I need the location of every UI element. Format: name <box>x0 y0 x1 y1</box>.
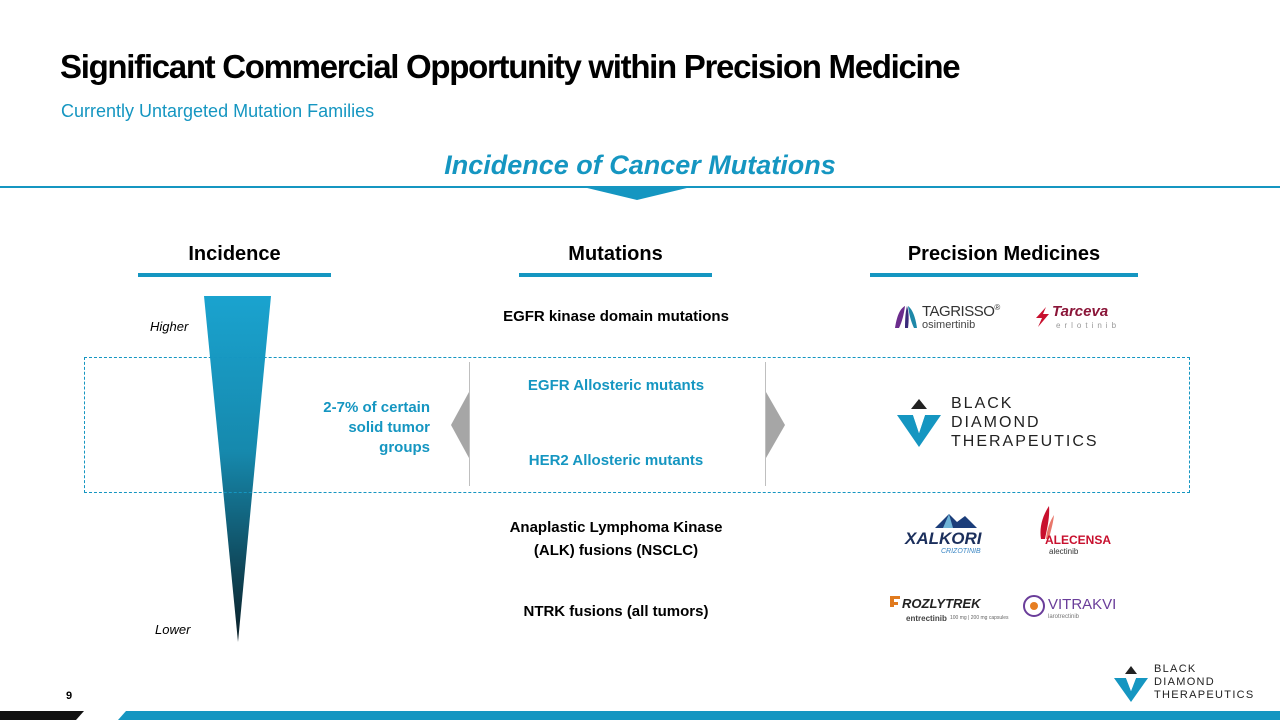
footer-black-bar <box>0 711 84 720</box>
incidence-label-lower: Lower <box>155 622 191 637</box>
column-rule-mutations <box>519 273 712 277</box>
range-line-2: solid tumor <box>348 419 430 436</box>
alecensa-name: ALECENSA <box>1045 533 1112 547</box>
column-header-incidence: Incidence <box>188 243 281 265</box>
rozlytrek-dose: 100 mg | 200 mg capsules <box>950 615 1009 621</box>
column-header-mutations: Mutations <box>568 243 663 265</box>
tarceva-name: Tarceva <box>1052 303 1109 320</box>
black-diamond-footer-icon <box>1114 666 1148 702</box>
footer-accent-bar <box>118 711 1280 720</box>
mutation-alk-line-1: Anaplastic Lymphoma Kinase <box>509 519 723 536</box>
black-diamond-logo-large: BLACK DIAMOND THERAPEUTICS <box>893 395 1123 455</box>
divider-left <box>469 362 470 486</box>
vitrakvi-logo: VITRAKVI larotrectinib <box>1022 594 1128 626</box>
tagrisso-mark-icon <box>895 306 917 328</box>
xalkori-mark-icon <box>935 514 977 528</box>
bdt-large-line-3: THERAPEUTICS <box>951 433 1099 450</box>
page-subtitle: Currently Untargeted Mutation Families <box>61 101 375 121</box>
mutation-egfr-kinase: EGFR kinase domain mutations <box>503 308 729 325</box>
bdt-small-line-1: BLACK <box>1154 663 1197 675</box>
bdt-small-line-3: THERAPEUTICS <box>1154 689 1255 701</box>
mutation-egfr-allosteric: EGFR Allosteric mutants <box>527 377 705 394</box>
xalkori-name: XALKORI <box>905 529 982 548</box>
column-header-precision-medicines: Precision Medicines <box>907 243 1101 265</box>
tagrisso-name: TAGRISSO <box>922 303 995 320</box>
tagrisso-logo: TAGRISSO® osimertinib <box>893 302 1003 334</box>
right-chevron-icon <box>766 392 785 458</box>
black-diamond-logo-icon <box>897 399 941 447</box>
vitrakvi-generic: larotrectinib <box>1048 614 1080 620</box>
mutation-ntrk: NTRK fusions (all tumors) <box>523 603 709 620</box>
tarceva-mark-icon <box>1036 307 1049 327</box>
bdt-small-line-2: DIAMOND <box>1154 676 1216 688</box>
tagrisso-generic: osimertinib <box>922 319 976 331</box>
incidence-range-note: 2-7% of certain solid tumor groups <box>270 398 430 458</box>
black-diamond-logo-small: BLACK DIAMOND THERAPEUTICS <box>1113 663 1268 703</box>
rozlytrek-mark-icon <box>890 596 900 607</box>
bdt-large-line-2: DIAMOND <box>951 414 1041 431</box>
xalkori-generic: CRIZOTINIB <box>941 548 981 555</box>
mutation-alk-line-2: (ALK) fusions (NSCLC) <box>533 542 699 559</box>
incidence-gradient-wedge <box>204 296 271 642</box>
alecensa-logo: ALECENSA alectinib <box>1037 505 1117 560</box>
rozlytrek-generic: entrectinib <box>906 614 947 623</box>
tagrisso-reg: ® <box>994 303 1000 312</box>
highlight-box <box>84 357 1190 493</box>
rozlytrek-name: ROZLYTREK <box>902 596 981 611</box>
xalkori-logo: XALKORI CRIZOTINIB <box>903 512 983 560</box>
tarceva-logo: Tarceva erlotinib <box>1032 303 1122 333</box>
range-line-3: groups <box>379 439 430 456</box>
range-line-1: 2-7% of certain <box>323 399 430 416</box>
alecensa-generic: alectinib <box>1049 547 1079 556</box>
incidence-label-higher: Higher <box>150 319 189 334</box>
mutation-her2-allosteric: HER2 Allosteric mutants <box>528 452 704 469</box>
heading-notch-icon <box>583 187 691 200</box>
left-chevron-icon <box>451 392 469 458</box>
alecensa-mark-icon <box>1040 506 1054 539</box>
rozlytrek-logo: ROZLYTREK entrectinib 100 mg | 200 mg ca… <box>888 594 1009 626</box>
tarceva-generic: erlotinib <box>1056 321 1121 330</box>
vitrakvi-name: VITRAKVI <box>1048 596 1117 613</box>
vitrakvi-mark-icon <box>1023 595 1045 617</box>
bdt-large-line-1: BLACK <box>951 395 1014 412</box>
page-title: Significant Commercial Opportunity withi… <box>60 48 961 85</box>
column-rule-incidence <box>138 273 331 277</box>
divider-right <box>765 362 766 486</box>
page-number: 9 <box>66 690 73 702</box>
section-heading: Incidence of Cancer Mutations <box>444 150 836 180</box>
column-rule-precision-medicines <box>870 273 1138 277</box>
